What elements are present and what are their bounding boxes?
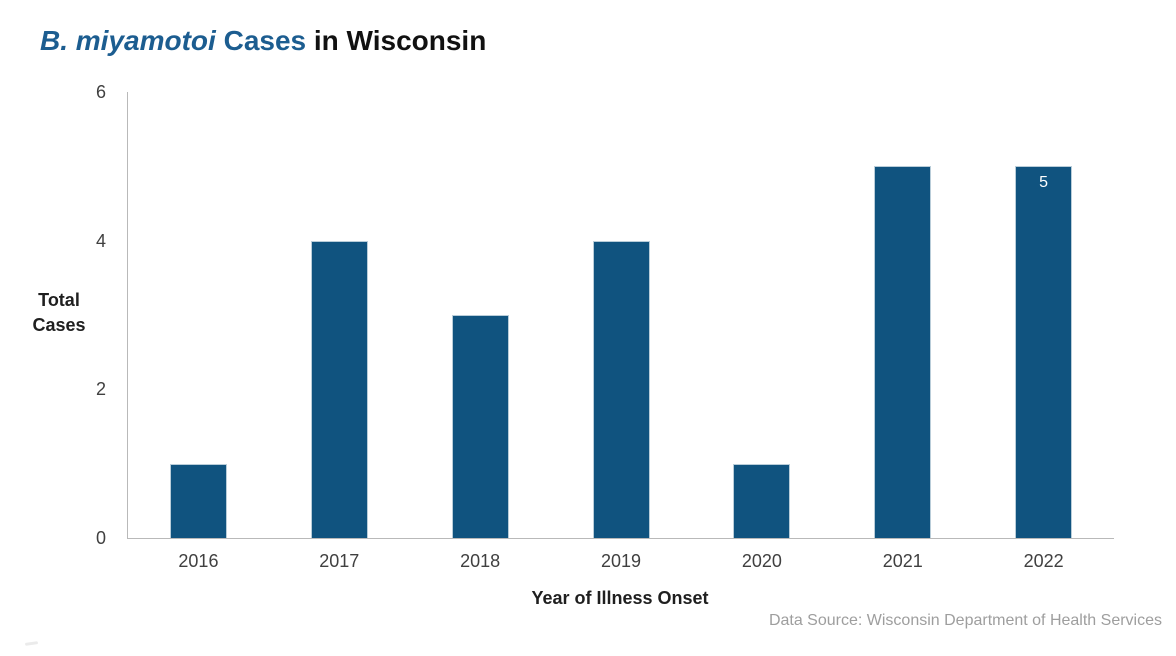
- x-tick-label-2018: 2018: [460, 551, 501, 571]
- bar-2019: [592, 240, 650, 538]
- y-tick-label-0: 0: [95, 528, 106, 548]
- y-tick-label-2: 2: [95, 379, 106, 400]
- bar-value-label: 5: [1039, 174, 1049, 192]
- plot-area: 2016 2017 2018 2019 2020 2021 5 2022: [127, 92, 1114, 571]
- x-tick-label-2020: 2020: [741, 551, 782, 571]
- bar-2021: [874, 166, 932, 538]
- chart-title-cases: Cases: [215, 25, 307, 56]
- bar-slot-2021: 2021: [832, 92, 973, 571]
- x-tick-label-2017: 2017: [319, 551, 360, 571]
- bar-2022: 5: [1015, 166, 1073, 538]
- x-tick-label-2022: 2022: [1023, 551, 1064, 571]
- chart-title-species: B. miyamotoi: [40, 25, 216, 56]
- bar-slot-2020: 2020: [691, 92, 832, 571]
- bar-slot-2017: 2017: [269, 92, 410, 571]
- x-tick-label-2016: 2016: [178, 551, 219, 571]
- bar-slot-2019: 2019: [551, 92, 692, 571]
- y-axis-title: Total Cases: [32, 290, 86, 335]
- bar-2018: [451, 315, 509, 538]
- y-tick-label-6: 6: [95, 82, 106, 102]
- bar-2016: [169, 463, 227, 538]
- bar-2017: [310, 240, 368, 538]
- bar-2020: [733, 463, 791, 538]
- y-tick-label-4: 4: [95, 230, 106, 251]
- chart-title-region: in Wisconsin: [306, 25, 487, 56]
- x-tick-label-2019: 2019: [600, 551, 642, 571]
- bar-slot-2016: 2016: [128, 92, 269, 571]
- chart-title: B. miyamotoi Cases in Wisconsin: [40, 24, 486, 58]
- smudge-artifact: [24, 641, 39, 646]
- bar-slot-2022: 5 2022: [973, 92, 1114, 571]
- bar-slot-2018: 2018: [410, 92, 551, 571]
- x-tick-label-2021: 2021: [882, 551, 923, 571]
- x-axis-title: Year of Illness Onset: [531, 588, 709, 608]
- data-source-credit: Data Source: Wisconsin Department of Hea…: [768, 612, 1162, 629]
